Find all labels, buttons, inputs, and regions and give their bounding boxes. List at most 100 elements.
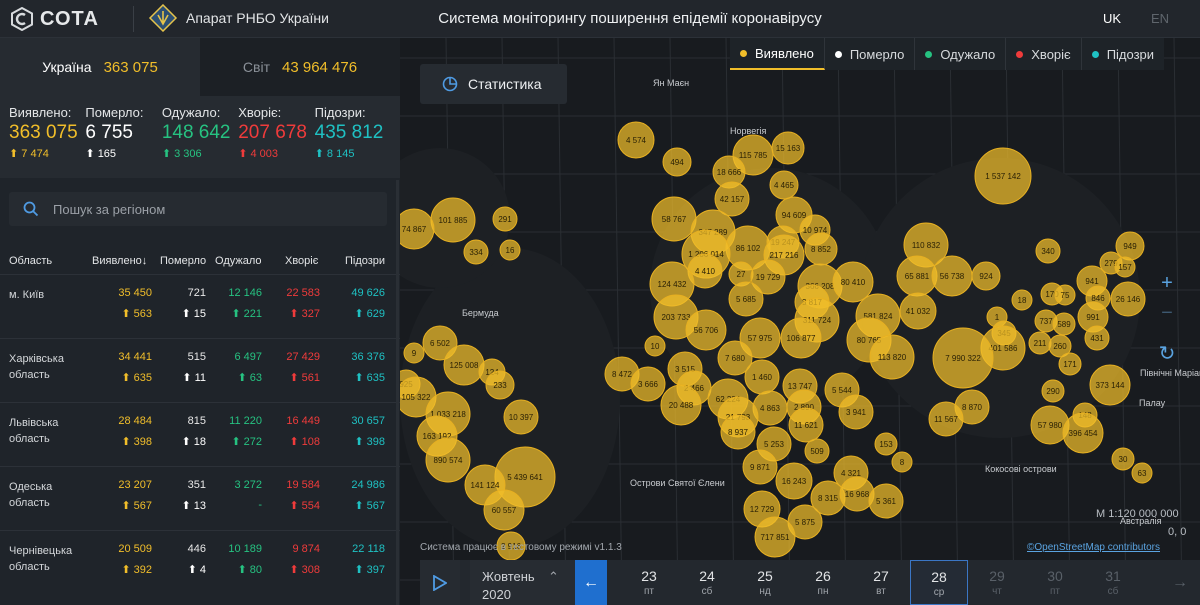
region-search[interactable] [9, 192, 387, 226]
case-bubble[interactable] [499, 239, 521, 261]
case-bubble[interactable] [630, 366, 666, 402]
case-bubble[interactable] [874, 432, 898, 456]
case-bubble[interactable] [869, 334, 915, 380]
case-bubble[interactable] [422, 325, 458, 361]
case-bubble[interactable] [1041, 379, 1065, 403]
sota-logo[interactable]: СОТА [10, 6, 120, 32]
map-canvas[interactable]: 4 574 494 115 785 15 163 18 666 4 465 42 157 1 … [400, 38, 1200, 605]
case-bubble[interactable] [425, 437, 471, 483]
case-bubble[interactable] [780, 317, 822, 359]
day-30[interactable]: 30 пт [1026, 560, 1084, 605]
case-bubble[interactable] [891, 451, 913, 473]
statistics-button[interactable]: Статистика [420, 64, 567, 104]
case-bubble[interactable] [1110, 281, 1146, 317]
case-bubble[interactable] [1048, 334, 1072, 358]
case-bubble[interactable] [1114, 256, 1136, 278]
case-bubble[interactable] [1111, 447, 1135, 471]
case-bubble[interactable] [868, 483, 904, 519]
table-scrollbar[interactable] [396, 180, 399, 605]
table-row[interactable]: Львівська область 28 484 ⬆ 398 815 ⬆ 18 11 22… [0, 402, 400, 466]
osm-attribution-link[interactable]: ©OpenStreetMap contributors [1027, 542, 1160, 553]
table-row[interactable]: Одеська область 23 207 ⬆ 567 351 ⬆ 13 3 272 - 1… [0, 466, 400, 530]
col-detected[interactable]: Виявлено↓ [92, 255, 148, 267]
case-bubble[interactable] [832, 261, 874, 303]
case-bubble[interactable] [503, 399, 539, 435]
case-bubble[interactable] [492, 206, 518, 232]
day-28[interactable]: 28 ср [910, 560, 968, 605]
lang-en-button[interactable]: EN [1151, 11, 1170, 26]
case-bubble[interactable] [720, 414, 756, 450]
col-suspected[interactable]: Підозри [345, 255, 386, 267]
table-row[interactable]: Харківська область 34 441 ⬆ 635 515 ⬆ 11 6 49… [0, 338, 400, 402]
day-31[interactable]: 31 сб [1084, 560, 1142, 605]
case-bubble[interactable] [1089, 364, 1131, 406]
case-bubble[interactable] [644, 335, 666, 357]
case-bubble[interactable] [1062, 412, 1104, 454]
refresh-button[interactable]: ↻ [1152, 338, 1182, 368]
case-bubble[interactable] [932, 327, 994, 389]
lang-uk-button[interactable]: UK [1103, 11, 1122, 26]
case-bubble[interactable] [662, 147, 692, 177]
case-bubble[interactable] [617, 121, 655, 159]
col-deaths[interactable]: Померло [160, 255, 207, 267]
case-bubble[interactable] [754, 516, 796, 558]
world-map[interactable]: 4 574 494 115 785 15 163 18 666 4 465 42 157 1 … [400, 38, 1200, 605]
legend-recovered[interactable]: Одужало [915, 38, 1007, 70]
timeline-back-button[interactable]: ← [575, 560, 607, 605]
timeline-next-button[interactable]: → [1160, 560, 1200, 605]
case-bubble[interactable] [739, 317, 781, 359]
case-bubble[interactable] [838, 394, 874, 430]
case-bubble[interactable] [717, 340, 753, 376]
legend-deaths[interactable]: Померло [825, 38, 916, 70]
case-bubble[interactable] [1035, 238, 1061, 264]
case-bubble[interactable] [714, 181, 750, 217]
legend-suspected[interactable]: Підозри [1082, 38, 1164, 70]
case-bubble[interactable] [899, 292, 937, 330]
day-25[interactable]: 25 нд [736, 560, 794, 605]
case-bubble[interactable] [1054, 284, 1076, 306]
case-bubble[interactable] [685, 309, 727, 351]
case-bubble[interactable] [1131, 462, 1153, 484]
case-bubble[interactable] [1011, 289, 1033, 311]
case-bubble[interactable] [771, 131, 805, 165]
day-27[interactable]: 27 вт [852, 560, 910, 605]
case-bubble[interactable] [1052, 312, 1076, 336]
day-23[interactable]: 23 пт [620, 560, 678, 605]
case-bubble[interactable] [660, 384, 702, 426]
table-row[interactable]: Чернівецька область 20 509 ⬆ 392 446 ⬆ 4 10 1… [0, 530, 400, 594]
day-29[interactable]: 29 чт [968, 560, 1026, 605]
case-bubble[interactable] [483, 489, 525, 531]
legend-sick[interactable]: Хворіє [1006, 38, 1082, 70]
zoom-out-button[interactable]: − [1161, 301, 1173, 324]
case-bubble[interactable] [463, 239, 489, 265]
month-selector[interactable]: Жовтень 2020 ⌃ [470, 560, 575, 605]
tab-world[interactable]: Світ 43 964 476 [200, 38, 400, 96]
legend-detected[interactable]: Виявлено [730, 38, 825, 70]
col-region[interactable]: Область [9, 255, 53, 267]
day-24[interactable]: 24 сб [678, 560, 736, 605]
case-bubble[interactable] [728, 281, 764, 317]
case-bubble[interactable] [769, 170, 799, 200]
case-bubble[interactable] [788, 407, 824, 443]
case-bubble[interactable] [1084, 325, 1110, 351]
organization[interactable]: Апарат РНБО України [148, 4, 329, 32]
case-bubble[interactable] [928, 401, 964, 437]
case-bubble[interactable] [775, 462, 813, 500]
col-sick[interactable]: Хворіє [285, 255, 319, 267]
case-bubble[interactable] [485, 370, 515, 400]
case-bubble[interactable] [403, 342, 425, 364]
play-button[interactable] [420, 560, 460, 605]
case-bubble[interactable] [742, 449, 778, 485]
case-bubble[interactable] [974, 147, 1032, 205]
col-recovered[interactable]: Одужало [215, 255, 262, 267]
case-bubble[interactable] [1058, 352, 1082, 376]
case-bubble[interactable] [971, 261, 1001, 291]
table-row[interactable]: м. Київ 35 450 ⬆ 563 721 ⬆ 15 12 146 ⬆ 221 22 5… [0, 274, 400, 338]
case-bubble[interactable] [804, 438, 830, 464]
case-bubble[interactable] [400, 208, 435, 250]
day-26[interactable]: 26 пн [794, 560, 852, 605]
case-bubble[interactable] [750, 259, 786, 295]
tab-ukraine[interactable]: Україна 363 075 [0, 38, 200, 96]
search-input[interactable] [53, 201, 353, 217]
zoom-in-button[interactable]: + [1161, 271, 1173, 294]
